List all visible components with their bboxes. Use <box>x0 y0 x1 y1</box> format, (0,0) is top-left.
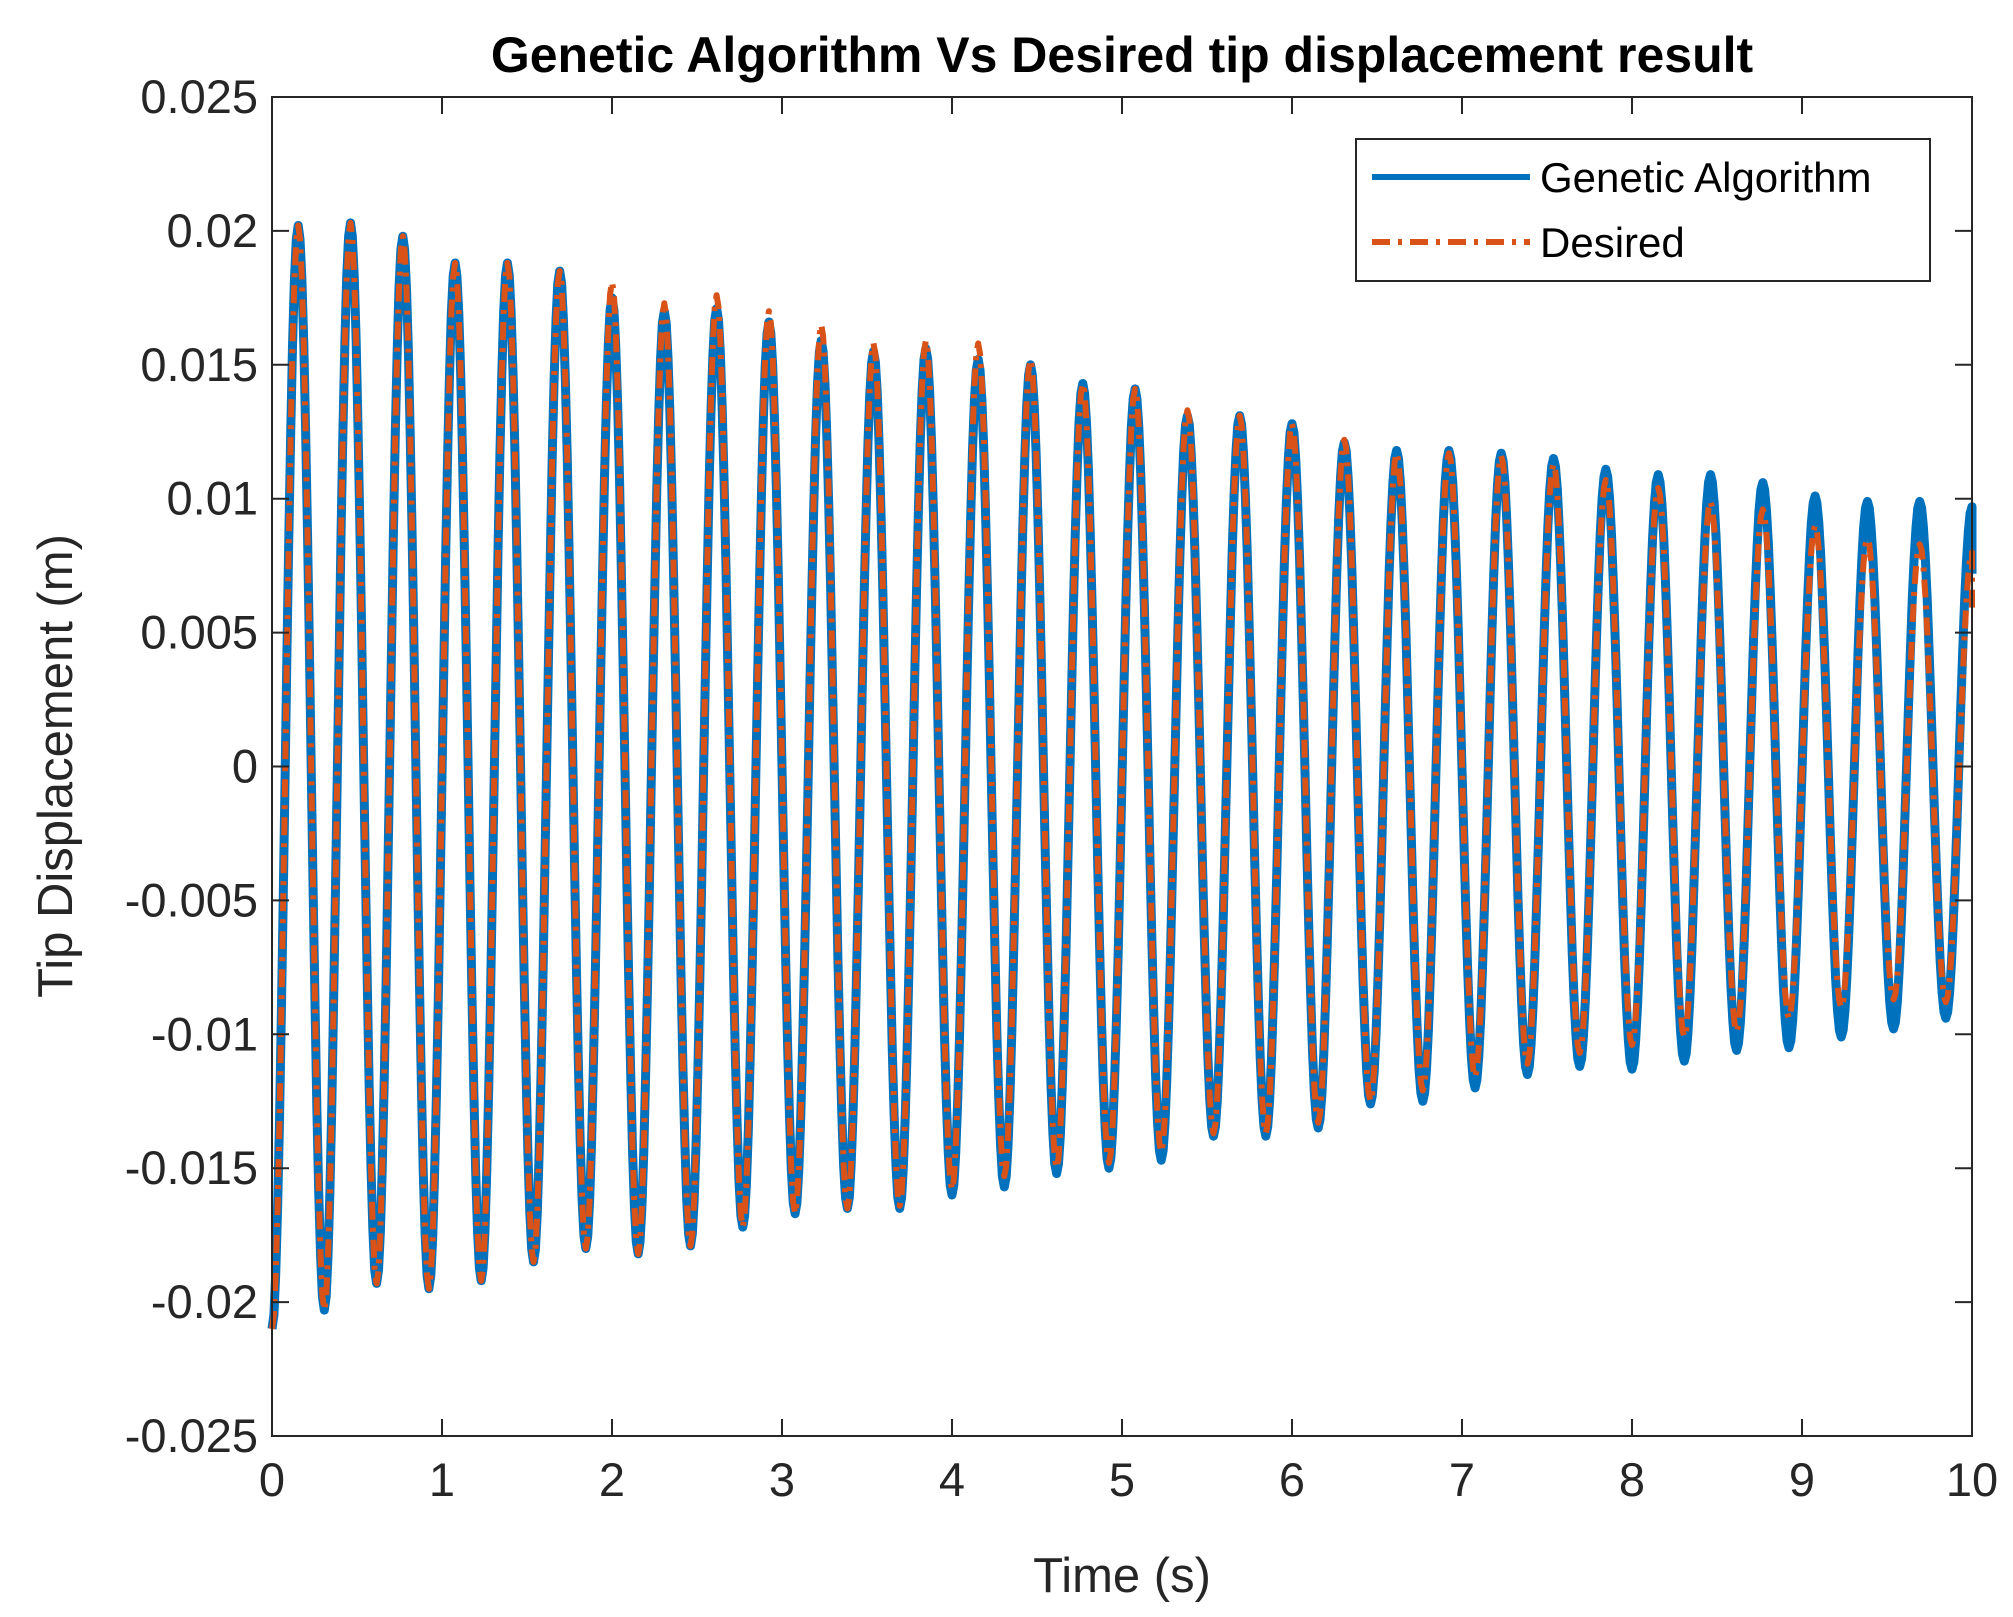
y-tick-label: 0.015 <box>140 338 258 391</box>
chart-title: Genetic Algorithm Vs Desired tip displac… <box>491 27 1754 83</box>
x-tick-label: 6 <box>1279 1453 1305 1506</box>
legend-label-desired: Desired <box>1540 219 1685 266</box>
x-tick-label: 1 <box>429 1453 455 1506</box>
y-tick-label: 0.025 <box>140 70 258 123</box>
x-tick-label: 7 <box>1449 1453 1475 1506</box>
axes-box <box>271 96 1973 1437</box>
legend-label-genetic-algorithm: Genetic Algorithm <box>1540 154 1872 201</box>
y-tick-label: 0.005 <box>140 606 258 659</box>
x-tick-label: 2 <box>599 1453 625 1506</box>
x-tick-label: 10 <box>1946 1453 1998 1506</box>
legend[interactable]: Genetic Algorithm Desired <box>1355 138 1931 282</box>
y-tick-label: 0.02 <box>167 204 258 257</box>
y-tick-label: -0.01 <box>151 1007 258 1060</box>
series-layer <box>267 218 1977 1330</box>
y-tick-label: -0.02 <box>151 1275 258 1328</box>
tick-layer: 0 1 2 3 4 5 6 7 8 9 10 -0.025 -0.02 -0.015 -0.01 -0.005… <box>125 70 1998 1506</box>
x-tick-label: 5 <box>1109 1453 1135 1506</box>
y-tick-label: -0.025 <box>125 1409 258 1462</box>
x-tick-label: 4 <box>939 1453 965 1506</box>
x-tick-label: 0 <box>259 1453 285 1506</box>
y-tick-label: -0.005 <box>125 873 258 926</box>
y-tick-label: 0.01 <box>167 472 258 525</box>
x-tick-label: 8 <box>1619 1453 1645 1506</box>
x-tick-label: 9 <box>1789 1453 1815 1506</box>
y-tick-label: -0.015 <box>125 1141 258 1194</box>
series-line-desired <box>269 219 1975 1330</box>
x-axis-label: Time (s) <box>1033 1549 1211 1603</box>
y-tick-label: 0 <box>232 740 258 793</box>
x-tick-label: 3 <box>769 1453 795 1506</box>
y-axis-label: Tip Displacement (m) <box>29 534 83 998</box>
legend-box <box>1355 138 1931 282</box>
